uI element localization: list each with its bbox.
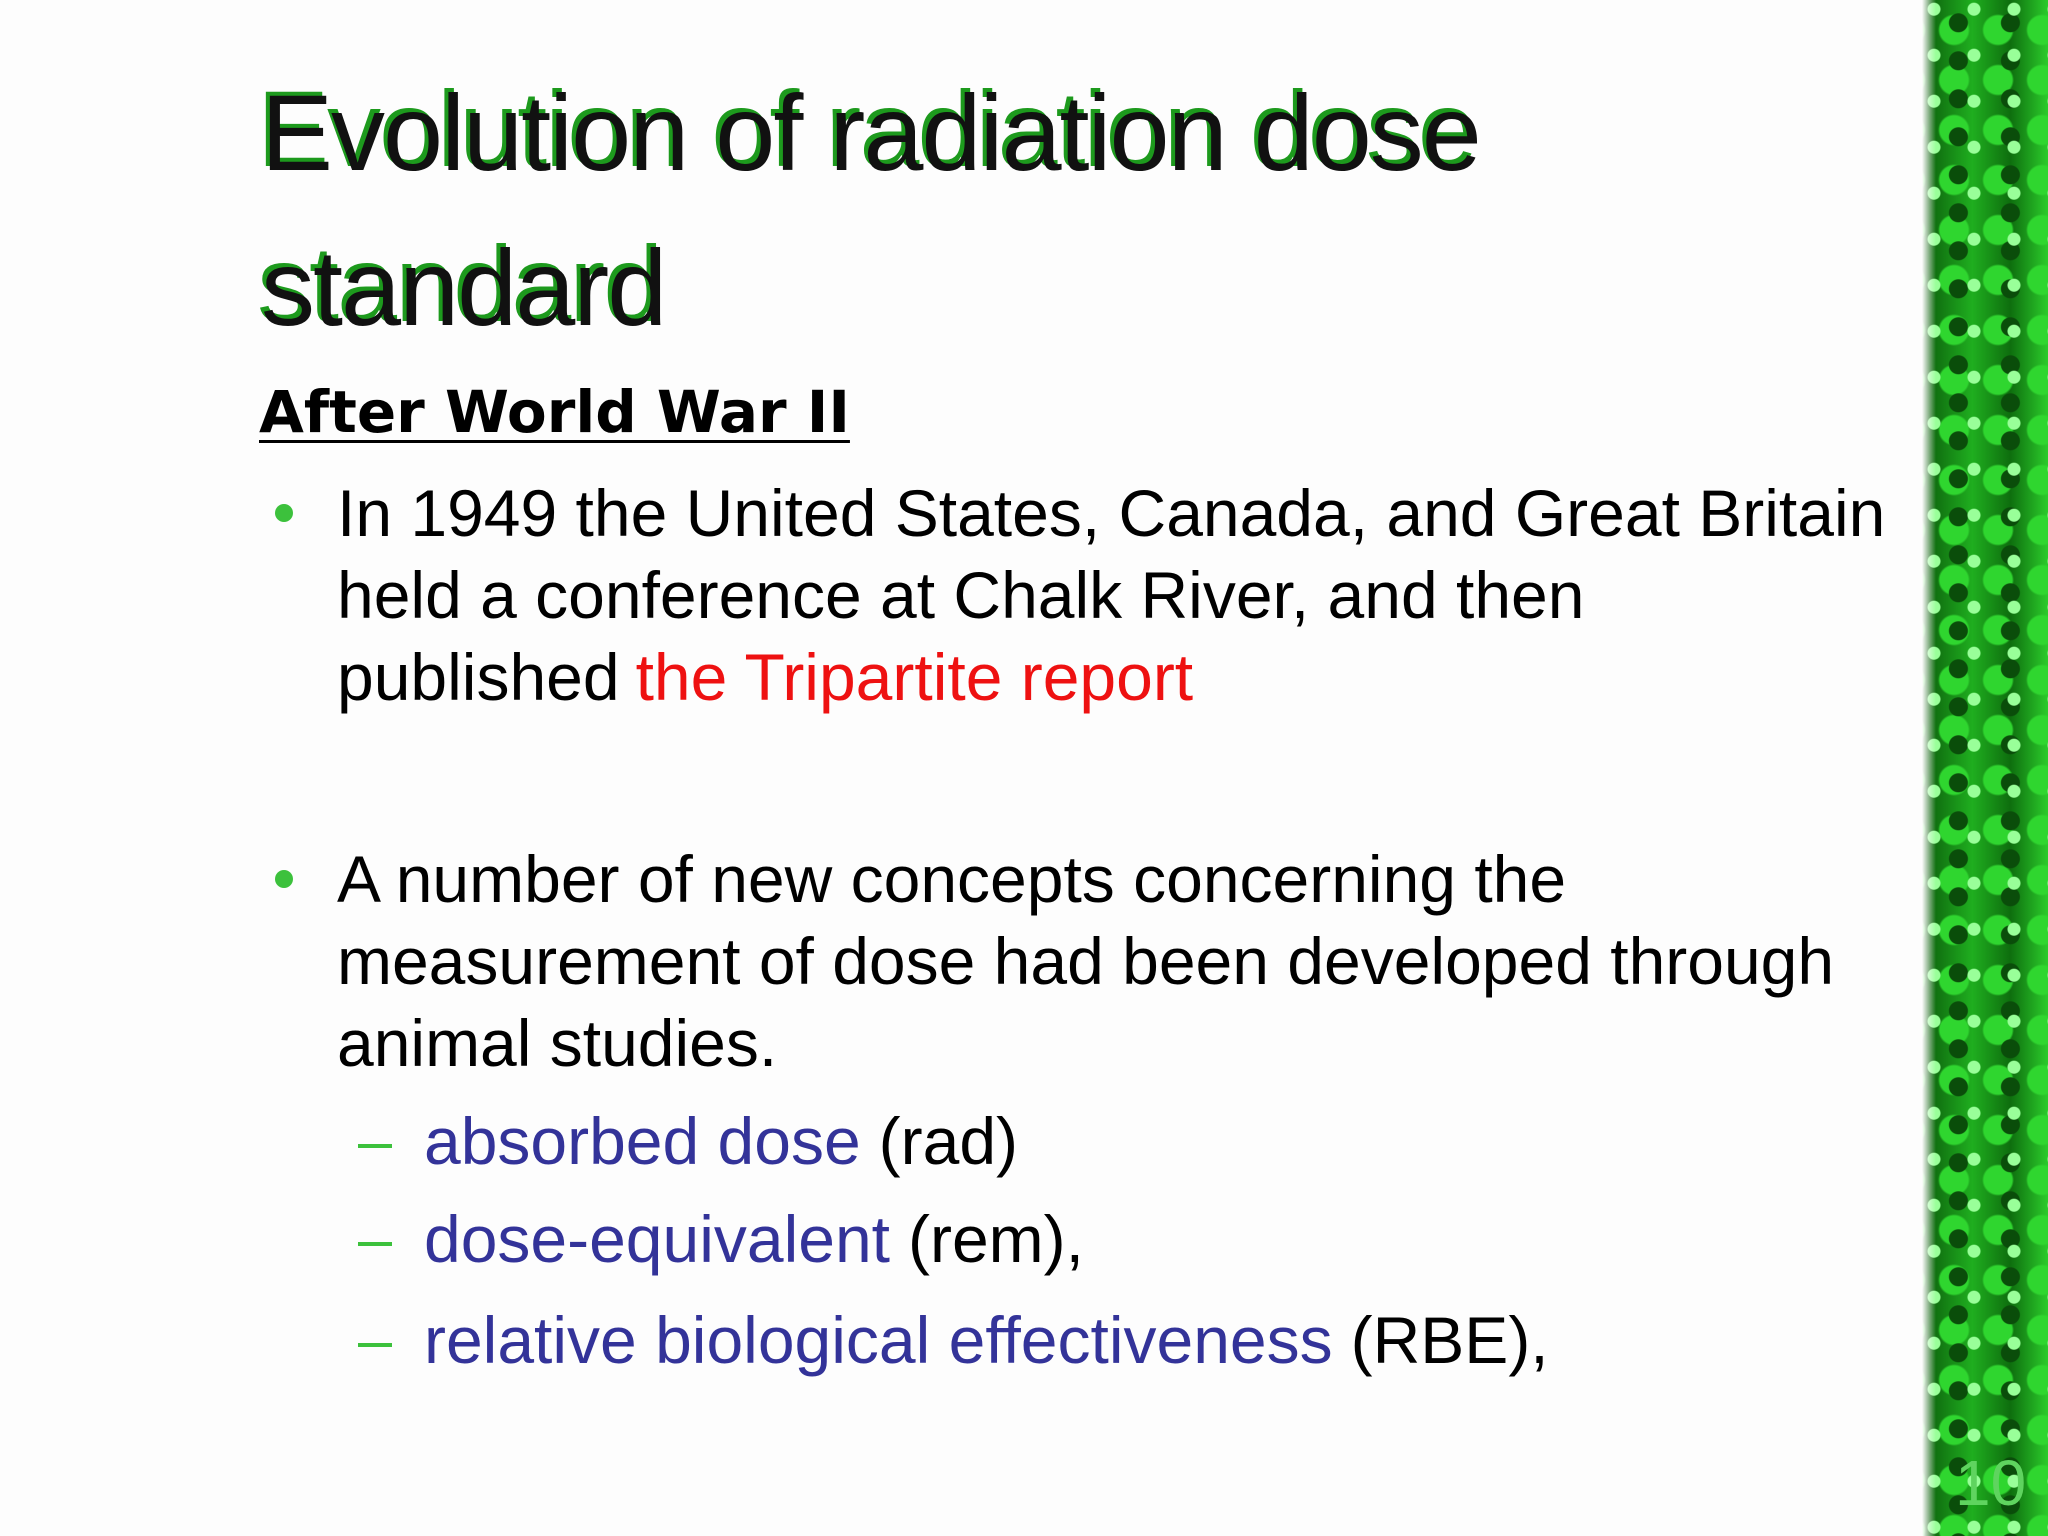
term: absorbed dose — [424, 1104, 861, 1178]
sub-item: relative biological effectiveness (RBE), — [358, 1299, 1549, 1381]
unit: (rem), — [908, 1202, 1084, 1276]
unit: (rad) — [878, 1104, 1019, 1178]
bullet: A number of new concepts concerning the … — [275, 838, 1897, 1084]
section-heading: After World War II — [259, 378, 850, 446]
unit: (RBE), — [1350, 1303, 1549, 1377]
bullet-text: In 1949 the United States, Canada, and G… — [337, 476, 1886, 714]
page-number: 10 — [1955, 1447, 2027, 1519]
sub-item: dose-equivalent (rem), — [358, 1198, 1084, 1280]
bullet-text: A number of new concepts concerning the … — [337, 842, 1835, 1080]
term: relative biological effectiveness — [424, 1303, 1333, 1377]
sub-item: absorbed dose (rad) — [357, 1100, 1019, 1182]
highlight-text: the Tripartite report — [635, 640, 1194, 714]
term: dose-equivalent — [424, 1202, 890, 1276]
decorative-border — [1922, 0, 2048, 1536]
slide-title: Evolution of radiation dose standard — [261, 72, 1482, 348]
bullet: In 1949 the United States, Canada, and G… — [275, 472, 1897, 718]
